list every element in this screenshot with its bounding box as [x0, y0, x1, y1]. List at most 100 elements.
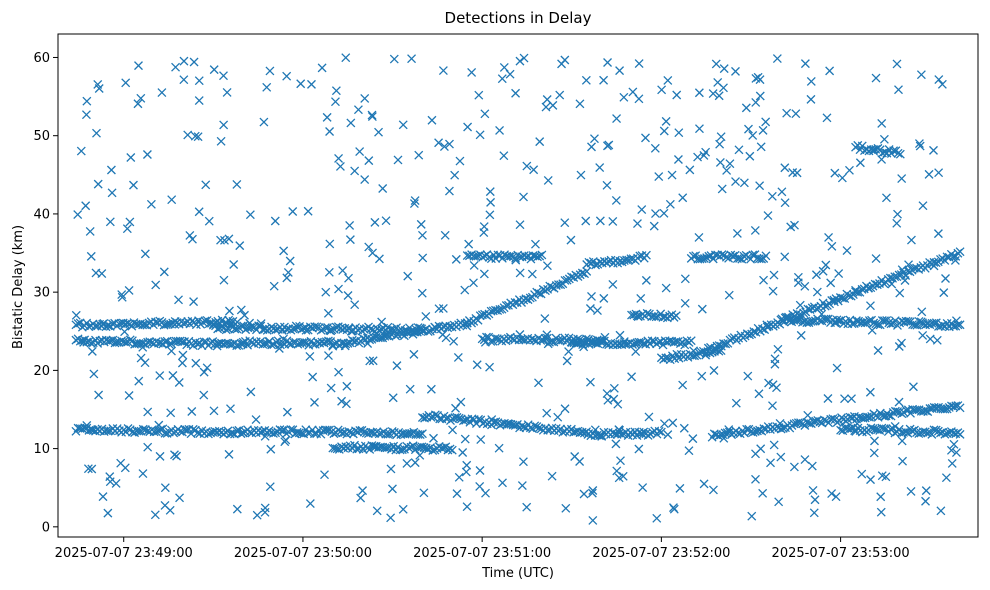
detection-point: [104, 426, 113, 436]
detection-point: [86, 251, 96, 261]
detection-point: [189, 57, 199, 67]
detection-point: [754, 389, 764, 399]
detection-point: [587, 488, 597, 498]
detection-point: [308, 372, 318, 382]
detection-point: [106, 336, 116, 346]
detection-point: [686, 336, 696, 346]
detection-point: [674, 128, 684, 138]
detection-point: [535, 251, 545, 261]
detection-point: [519, 53, 529, 63]
detection-point: [611, 195, 621, 205]
detection-point: [106, 165, 116, 175]
detection-point: [889, 146, 899, 156]
x-tick-label: 2025-07-07 23:50:00: [234, 546, 372, 561]
detection-point: [310, 397, 319, 407]
x-tick-label: 2025-07-07 23:51:00: [413, 546, 551, 561]
detection-point: [120, 463, 130, 473]
detection-point: [460, 434, 470, 444]
detection-point: [171, 62, 181, 72]
detection-point: [595, 216, 605, 226]
detection-point: [449, 336, 459, 346]
detection-point: [359, 324, 369, 334]
detection-point: [936, 506, 946, 516]
detection-point: [260, 507, 270, 517]
detection-point: [668, 418, 678, 428]
detection-point: [297, 338, 307, 348]
detection-point: [414, 150, 424, 160]
detection-point: [505, 69, 515, 79]
detection-point: [305, 499, 315, 509]
detection-point: [810, 495, 820, 505]
detection-point: [454, 472, 464, 482]
detection-point: [673, 155, 683, 164]
detection-point: [421, 311, 431, 321]
detection-point: [953, 320, 963, 330]
detection-point: [776, 315, 786, 325]
detection-point: [731, 177, 740, 187]
detection-point: [652, 513, 662, 523]
detection-point: [903, 316, 913, 326]
detection-point: [344, 273, 354, 283]
detection-point: [547, 471, 557, 481]
y-axis-title: Bistatic Delay (km): [11, 225, 26, 349]
detection-point: [644, 412, 654, 422]
detection-point: [851, 316, 861, 326]
detection-point: [790, 220, 799, 230]
detection-point: [831, 492, 841, 502]
detection-point: [409, 349, 419, 359]
detection-point: [656, 427, 666, 437]
detection-point: [821, 260, 831, 270]
detection-point: [93, 179, 103, 189]
detection-point: [708, 89, 718, 99]
detection-point: [535, 137, 545, 147]
detection-point: [467, 67, 477, 77]
detection-point: [269, 281, 279, 291]
detection-point: [934, 168, 944, 178]
detection-point: [479, 228, 489, 238]
detection-point: [659, 126, 669, 136]
detection-point: [224, 306, 234, 316]
detection-point: [934, 75, 944, 85]
detection-point: [510, 298, 520, 307]
detection-point: [461, 467, 471, 477]
detection-point: [199, 367, 209, 377]
detection-point: [722, 428, 732, 438]
detection-point: [222, 87, 232, 97]
detection-point: [924, 169, 934, 179]
detection-point: [485, 362, 495, 372]
detection-point: [716, 132, 726, 142]
detection-point: [187, 407, 197, 416]
detection-point: [735, 253, 745, 263]
detection-point: [591, 338, 601, 348]
detection-point: [688, 434, 698, 444]
detection-point: [191, 358, 201, 368]
detection-point: [830, 168, 840, 178]
detection-point: [587, 142, 596, 152]
detection-point: [712, 341, 722, 351]
detection-point: [320, 323, 330, 332]
detection-point: [383, 429, 393, 439]
detection-point: [167, 346, 176, 356]
detection-point: [714, 91, 724, 101]
detection-point: [619, 92, 629, 102]
detection-point: [365, 335, 375, 345]
detection-point: [865, 301, 875, 311]
detection-point: [685, 165, 695, 175]
detection-point: [194, 76, 204, 86]
detection-point: [661, 116, 671, 126]
detection-point: [921, 496, 930, 506]
detection-point: [914, 317, 924, 326]
detection-point: [448, 425, 458, 435]
detection-point: [486, 197, 496, 207]
detection-point: [793, 315, 803, 325]
detection-point: [716, 430, 726, 440]
detection-point: [204, 216, 214, 226]
detection-point: [343, 291, 353, 300]
detection-point: [608, 216, 618, 226]
detection-point: [949, 251, 959, 261]
detection-point: [576, 170, 586, 180]
detection-point: [946, 445, 956, 455]
detection-point: [772, 422, 782, 432]
detection-point: [145, 337, 155, 347]
detection-point: [398, 504, 408, 514]
